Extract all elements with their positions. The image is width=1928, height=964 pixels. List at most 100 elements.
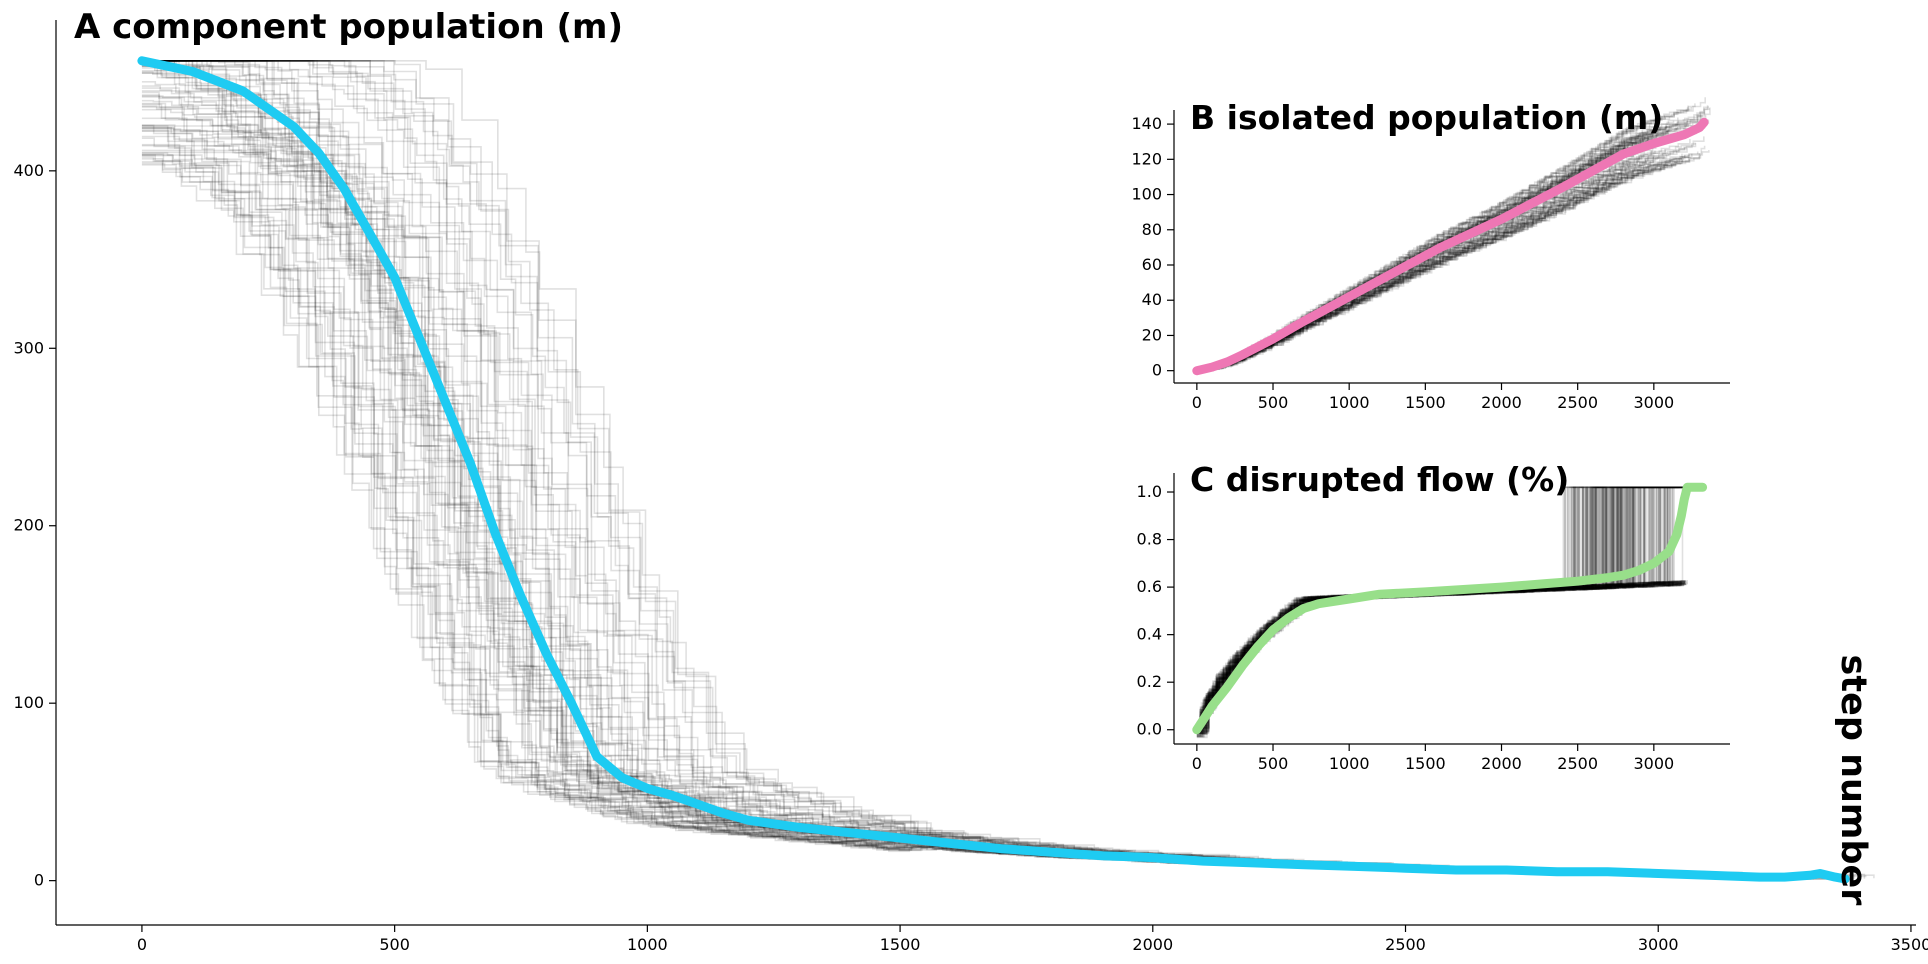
ensemble-trajectory	[1196, 168, 1665, 372]
x-tick-label: 2500	[1557, 754, 1598, 773]
ensemble-trajectory	[1196, 143, 1697, 372]
x-tick-label: 500	[379, 935, 410, 954]
panel-b-highlight-line	[1192, 117, 1709, 376]
ensemble-trajectory	[1196, 581, 1683, 737]
ensemble-trajectory	[1196, 581, 1682, 730]
y-tick-label: 400	[13, 161, 44, 180]
ensemble-trajectory	[1196, 580, 1686, 730]
y-tick-label: 120	[1131, 149, 1162, 168]
panel-b-title: B isolated population (m)	[1190, 98, 1663, 137]
ensemble-trajectory	[1196, 486, 1687, 729]
panel-b-ticks: 0 500 1000 1500 2000 2500 3000 0 20 40 60 80 100 120 1…	[1131, 114, 1674, 412]
x-tick-label: 1000	[1329, 754, 1370, 773]
ensemble-trajectory	[1196, 581, 1687, 731]
x-tick-label: 500	[1258, 754, 1289, 773]
ensemble-trajectory	[1196, 580, 1685, 727]
ensemble-trajectory	[1196, 582, 1686, 734]
y-tick-label: 300	[13, 338, 44, 357]
ensemble-trajectory	[1196, 581, 1685, 727]
ensemble-trajectory	[1196, 581, 1682, 728]
y-tick-label: 100	[1131, 185, 1162, 204]
ensemble-trajectory	[1196, 581, 1686, 737]
ensemble-trajectory	[1196, 163, 1646, 372]
ensemble-trajectory	[1196, 580, 1687, 734]
ensemble-trajectory	[1196, 155, 1702, 372]
y-tick-label: 40	[1142, 290, 1162, 309]
ensemble-trajectory	[1196, 582, 1685, 736]
y-tick-label: 140	[1131, 114, 1162, 133]
ensemble-trajectory	[1196, 580, 1683, 724]
ensemble-trajectory	[1196, 169, 1649, 372]
y-tick-label: 100	[13, 693, 44, 712]
ensemble-trajectory	[1196, 581, 1686, 738]
panel-b: 0 500 1000 1500 2000 2500 3000 0 20 40 60 80 100 120 1…	[1131, 97, 1730, 412]
ensemble-trajectory	[1196, 580, 1680, 728]
ensemble-trajectory	[1196, 580, 1688, 734]
x-tick-label: 2000	[1132, 935, 1173, 954]
y-tick-label: 60	[1142, 255, 1162, 274]
ensemble-trajectory	[1196, 581, 1685, 732]
ensemble-trajectory	[1196, 163, 1675, 372]
panel-a: 0 500 1000 1500 2000 2500 3000 3500010020030040…	[13, 7, 1928, 954]
ensemble-trajectory	[1196, 103, 1696, 371]
ensemble-trajectory	[1196, 580, 1687, 729]
ensemble-trajectory	[1196, 581, 1685, 735]
ensemble-trajectory	[1196, 126, 1661, 371]
panel-c-highlight-line	[1192, 482, 1708, 735]
ensemble-trajectory	[1196, 581, 1682, 725]
y-tick-label: 0.6	[1137, 577, 1162, 596]
ensemble-trajectory	[1196, 581, 1686, 731]
panel-a-title: A component population (m)	[74, 7, 623, 47]
x-tick-label: 2000	[1481, 754, 1522, 773]
x-axis-label: step number	[1833, 655, 1873, 907]
x-tick-label: 3500	[1891, 935, 1928, 954]
x-tick-label: 2500	[1557, 393, 1598, 412]
x-tick-label: 0	[137, 935, 147, 954]
ensemble-trajectory	[1196, 582, 1685, 733]
ensemble-trajectory	[1196, 580, 1686, 728]
ensemble-trajectory	[1196, 580, 1686, 736]
x-tick-label: 3000	[1633, 754, 1674, 773]
x-tick-label: 2500	[1385, 935, 1426, 954]
panel-b-ensemble	[1196, 97, 1711, 372]
y-tick-label: 1.0	[1137, 482, 1162, 501]
ensemble-trajectory	[1196, 582, 1680, 734]
y-tick-label: 0.2	[1137, 672, 1162, 691]
y-tick-label: 0.8	[1137, 530, 1162, 549]
y-tick-label: 80	[1142, 220, 1162, 239]
y-tick-label: 0.4	[1137, 625, 1162, 644]
ensemble-trajectory	[1196, 581, 1686, 734]
ensemble-trajectory	[1196, 580, 1682, 729]
ensemble-trajectory	[1196, 580, 1686, 734]
ensemble-trajectory	[1196, 154, 1690, 372]
ensemble-trajectory	[1196, 582, 1682, 738]
ensemble-trajectory	[1196, 581, 1684, 729]
ensemble-trajectory	[1196, 161, 1651, 372]
ensemble-trajectory	[1196, 582, 1687, 734]
x-tick-label: 1500	[1405, 754, 1446, 773]
x-tick-label: 1500	[880, 935, 921, 954]
y-tick-label: 200	[13, 516, 44, 535]
ensemble-trajectory	[1196, 581, 1678, 729]
ensemble-trajectory	[1196, 582, 1684, 735]
ensemble-trajectory	[1196, 582, 1686, 729]
panel-c-title: C disrupted flow (%)	[1190, 460, 1569, 499]
panel-c: 0 500 1000 1500 2000 2500 3000 0.0 0.2 0.4 0.6 0.8 1…	[1137, 460, 1730, 773]
panel-c-ticks: 0 500 1000 1500 2000 2500 3000 0.0 0.2 0.4 0.6 0.8 1…	[1137, 482, 1675, 773]
ensemble-trajectory	[1196, 581, 1688, 732]
ensemble-trajectory	[1196, 159, 1684, 372]
ensemble-trajectory	[1196, 580, 1685, 737]
ensemble-trajectory	[1196, 582, 1683, 724]
ensemble-trajectory	[1196, 581, 1682, 729]
y-tick-label: 0	[1152, 361, 1162, 380]
x-tick-label: 0	[1192, 754, 1202, 773]
x-tick-label: 1000	[1329, 393, 1370, 412]
ensemble-trajectory	[1196, 486, 1684, 735]
x-tick-label: 1500	[1405, 393, 1446, 412]
x-tick-label: 3000	[1638, 935, 1679, 954]
panel-a-ticks: 0 500 1000 1500 2000 2500 3000 3500010020030040…	[13, 161, 1928, 954]
ensemble-trajectory	[1196, 581, 1686, 732]
y-tick-label: 0.0	[1137, 720, 1162, 739]
ensemble-trajectory	[1196, 581, 1685, 733]
x-tick-label: 3000	[1633, 393, 1674, 412]
